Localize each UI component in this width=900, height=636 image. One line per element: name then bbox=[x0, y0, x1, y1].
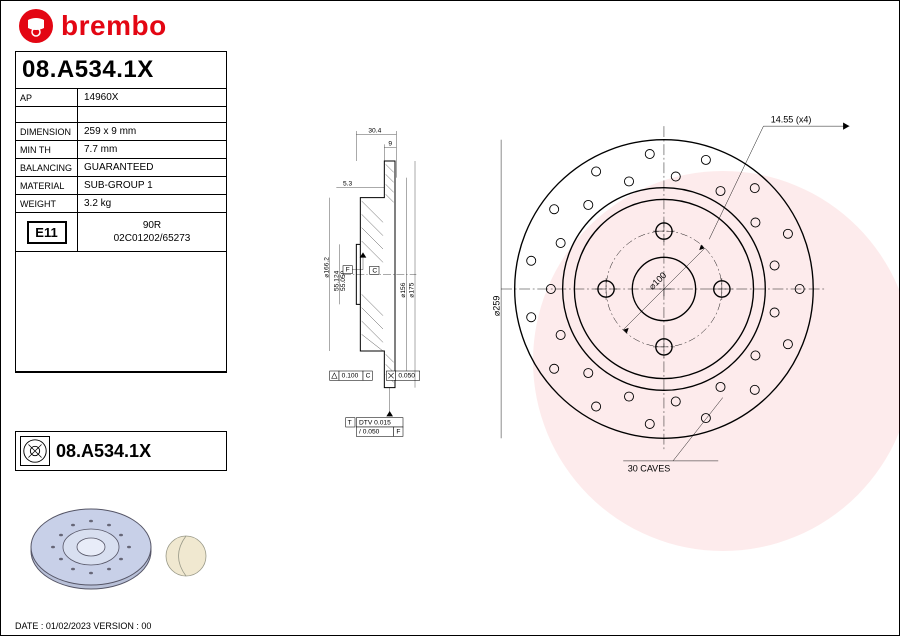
spec-row-balancing: BALANCING GUARANTEED bbox=[16, 159, 226, 177]
balancing-label: BALANCING bbox=[16, 159, 78, 176]
datum-f: F bbox=[346, 267, 350, 274]
dim-offset: 5.3 bbox=[343, 181, 353, 188]
bottom-part-number: 08.A534.1X bbox=[56, 441, 151, 462]
datum-t: T bbox=[348, 419, 352, 426]
tol1: 0.100 bbox=[342, 373, 359, 380]
dim-bolt: 14.55 (x4) bbox=[771, 115, 812, 125]
weight-value: 3.2 kg bbox=[78, 195, 226, 212]
tol2: 0.050 bbox=[398, 373, 415, 380]
ap-value: 14960X bbox=[78, 89, 226, 106]
dim-pcd: ⌀100 bbox=[647, 270, 669, 292]
disc-3d-preview bbox=[21, 481, 221, 611]
dim-width: 30.4 bbox=[368, 127, 381, 134]
dim-175: ⌀175 bbox=[409, 282, 416, 297]
e11-box: E11 bbox=[27, 221, 67, 244]
dimension-value: 259 x 9 mm bbox=[78, 123, 226, 140]
dim-thick: 9 bbox=[388, 141, 392, 148]
dim-259: ⌀259 bbox=[491, 296, 501, 317]
side-view: 30.4 9 5.3 bbox=[323, 61, 423, 521]
dim-156: ⌀156 bbox=[400, 282, 407, 297]
material-value: SUB-GROUP 1 bbox=[78, 177, 226, 194]
spec-row-weight: WEIGHT 3.2 kg bbox=[16, 195, 226, 213]
dtv: DTV 0.015 bbox=[359, 419, 391, 426]
svg-text:F: F bbox=[396, 429, 400, 436]
material-label: MATERIAL bbox=[16, 177, 78, 194]
svg-text:C: C bbox=[366, 373, 371, 380]
brand-header: brembo bbox=[19, 9, 167, 43]
balancing-value: GUARANTEED bbox=[78, 159, 226, 176]
bottom-part-box: 08.A534.1X bbox=[15, 431, 227, 471]
dim-166: ⌀166.2 bbox=[323, 257, 330, 278]
spec-row-material: MATERIAL SUB-GROUP 1 bbox=[16, 177, 226, 195]
spec-row-e11: E11 90R 02C01202/65273 bbox=[16, 213, 226, 252]
spec-row-dimension: DIMENSION 259 x 9 mm bbox=[16, 123, 226, 141]
technical-drawing: 30.4 9 5.3 bbox=[233, 51, 885, 611]
brand-logo bbox=[19, 9, 53, 43]
spec-blank-area bbox=[16, 252, 226, 372]
ap-label: AP bbox=[16, 89, 78, 106]
spec-table: 08.A534.1X AP 14960X DIMENSION 259 x 9 m… bbox=[15, 51, 227, 373]
dim-55a: 55.124 bbox=[333, 270, 340, 291]
e11-value: 90R 02C01202/65273 bbox=[78, 213, 226, 251]
minth-value: 7.7 mm bbox=[78, 141, 226, 158]
datum-c: C bbox=[372, 267, 377, 274]
spec-row-minth: MIN TH 7.7 mm bbox=[16, 141, 226, 159]
caliper-icon bbox=[24, 14, 48, 38]
date-version: DATE : 01/02/2023 VERSION : 00 bbox=[15, 621, 151, 631]
spec-row-blank bbox=[16, 107, 226, 123]
spec-row-ap: AP 14960X bbox=[16, 89, 226, 107]
dimension-label: DIMENSION bbox=[16, 123, 78, 140]
minth-label: MIN TH bbox=[16, 141, 78, 158]
flat-tol: / 0.050 bbox=[359, 429, 380, 436]
disc-xtra-icon bbox=[20, 436, 50, 466]
brand-text: brembo bbox=[61, 10, 167, 42]
front-view: ⌀100 ⌀259 14.55 (x4) 30 CAVES bbox=[483, 99, 863, 479]
page: brembo 08.A534.1X AP 14960X DIMENSION 25… bbox=[0, 0, 900, 636]
weight-label: WEIGHT bbox=[16, 195, 78, 212]
part-number: 08.A534.1X bbox=[16, 52, 226, 89]
dim-caves: 30 CAVES bbox=[628, 464, 671, 474]
